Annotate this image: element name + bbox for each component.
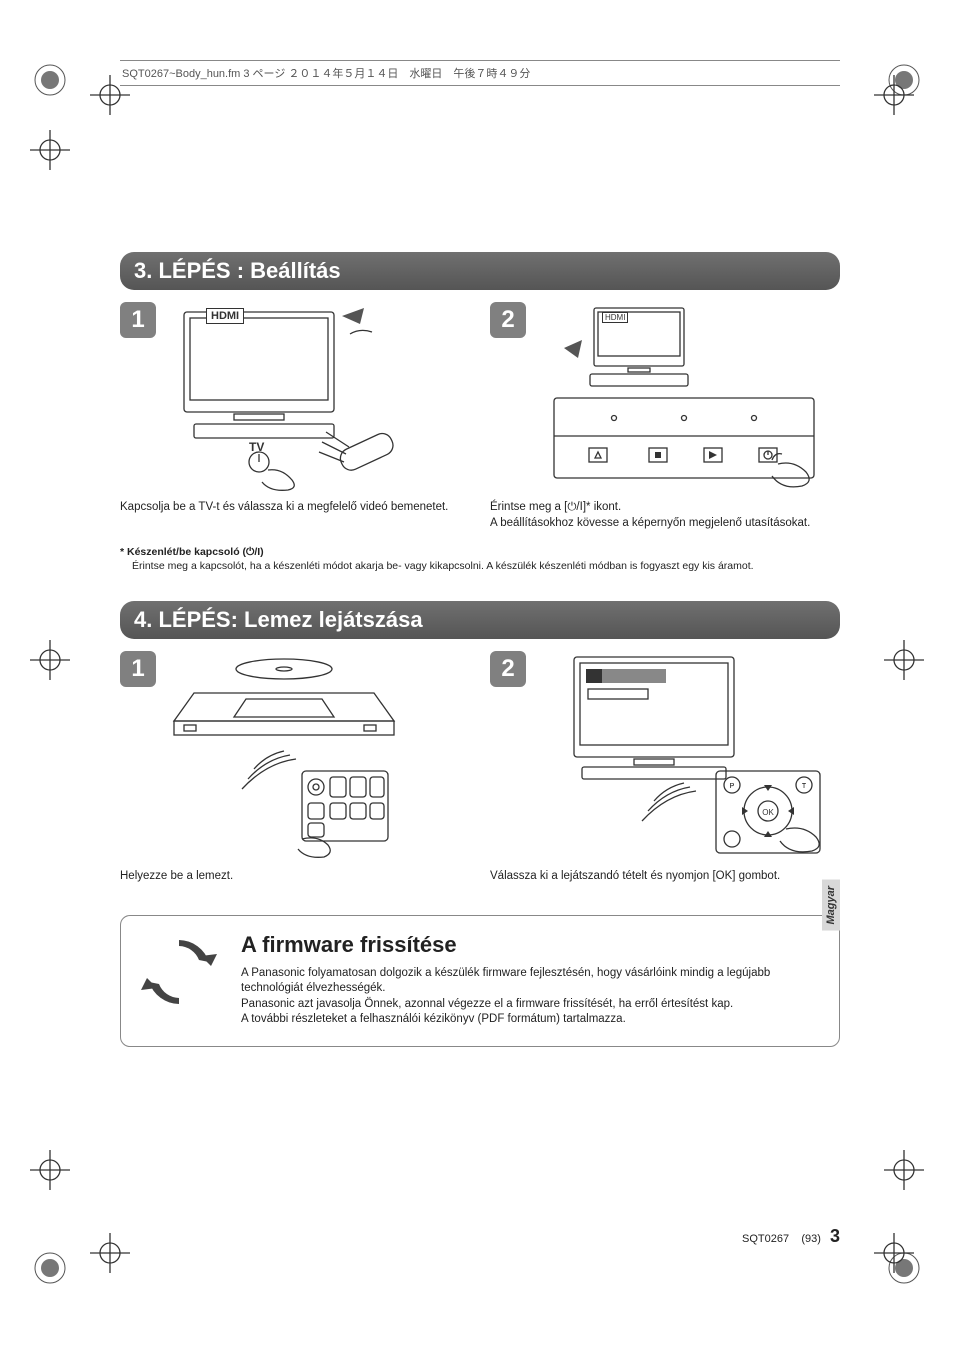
- crosshair-icon: [874, 1233, 914, 1273]
- file-meta-header: SQT0267~Body_hun.fm 3 ページ ２０１４年５月１４日 水曜日…: [120, 60, 840, 86]
- page-footer: SQT0267 (93) 3: [120, 1226, 840, 1247]
- page-number: 3: [830, 1226, 840, 1246]
- footnote-body: Érintse meg a kapcsolót, ha a készenléti…: [120, 559, 754, 573]
- section4-header: 4. LÉPÉS: Lemez lejátszása: [120, 601, 840, 639]
- svg-text:P: P: [730, 783, 735, 790]
- step4-1-caption: Helyezze be a lemezt.: [120, 869, 470, 885]
- footnote-title: * Készenlét/be kapcsoló (⏻/I): [120, 546, 264, 558]
- illustration-device-touch: HDMI: [534, 302, 834, 492]
- step4-2-caption: Válassza ki a lejátszandó tételt és nyom…: [490, 869, 840, 885]
- register-mark-icon: [30, 60, 70, 100]
- firmware-p2: Panasonic azt javasolja Önnek, azonnal v…: [241, 997, 821, 1013]
- illustration-insert-disc: [164, 651, 404, 861]
- hdmi-label: HDMI: [206, 308, 244, 324]
- firmware-p3: A további részleteket a felhasználói kéz…: [241, 1012, 821, 1028]
- section3-header: 3. LÉPÉS : Beállítás: [120, 252, 840, 290]
- register-mark-icon: [30, 1248, 70, 1288]
- tv-label: TV: [249, 440, 264, 454]
- firmware-title: A firmware frissítése: [241, 932, 821, 958]
- firmware-box: A firmware frissítése A Panasonic folyam…: [120, 915, 840, 1047]
- language-tab: Magyar: [822, 880, 840, 931]
- refresh-arrows-icon: [139, 932, 219, 1012]
- firmware-p1: A Panasonic folyamatosan dolgozik a kész…: [241, 966, 821, 997]
- hdmi-small-label: HDMI: [602, 312, 628, 323]
- step3-2-badge: 2: [490, 302, 526, 338]
- crosshair-icon: [30, 130, 70, 170]
- step3-1-badge: 1: [120, 302, 156, 338]
- svg-text:OK: OK: [762, 808, 774, 817]
- step4-2-badge: 2: [490, 651, 526, 687]
- footer-code: SQT0267: [742, 1233, 789, 1245]
- crosshair-icon: [30, 1150, 70, 1190]
- step3-1-caption: Kapcsolja be a TV-t és válassza ki a meg…: [120, 500, 470, 516]
- illustration-tv-hdmi: HDMI TV: [164, 302, 404, 492]
- footer-paren: (93): [801, 1233, 821, 1245]
- crosshair-icon: [874, 75, 914, 115]
- step4-1-badge: 1: [120, 651, 156, 687]
- svg-text:T: T: [802, 783, 807, 790]
- crosshair-icon: [884, 640, 924, 680]
- footnote: * Készenlét/be kapcsoló (⏻/I) Érintse me…: [120, 545, 840, 573]
- illustration-select-ok: OK P T: [534, 651, 834, 861]
- step3-2-caption: Érintse meg a [⏻/I]* ikont. A beállításo…: [490, 500, 840, 531]
- crosshair-icon: [884, 1150, 924, 1190]
- crosshair-icon: [30, 640, 70, 680]
